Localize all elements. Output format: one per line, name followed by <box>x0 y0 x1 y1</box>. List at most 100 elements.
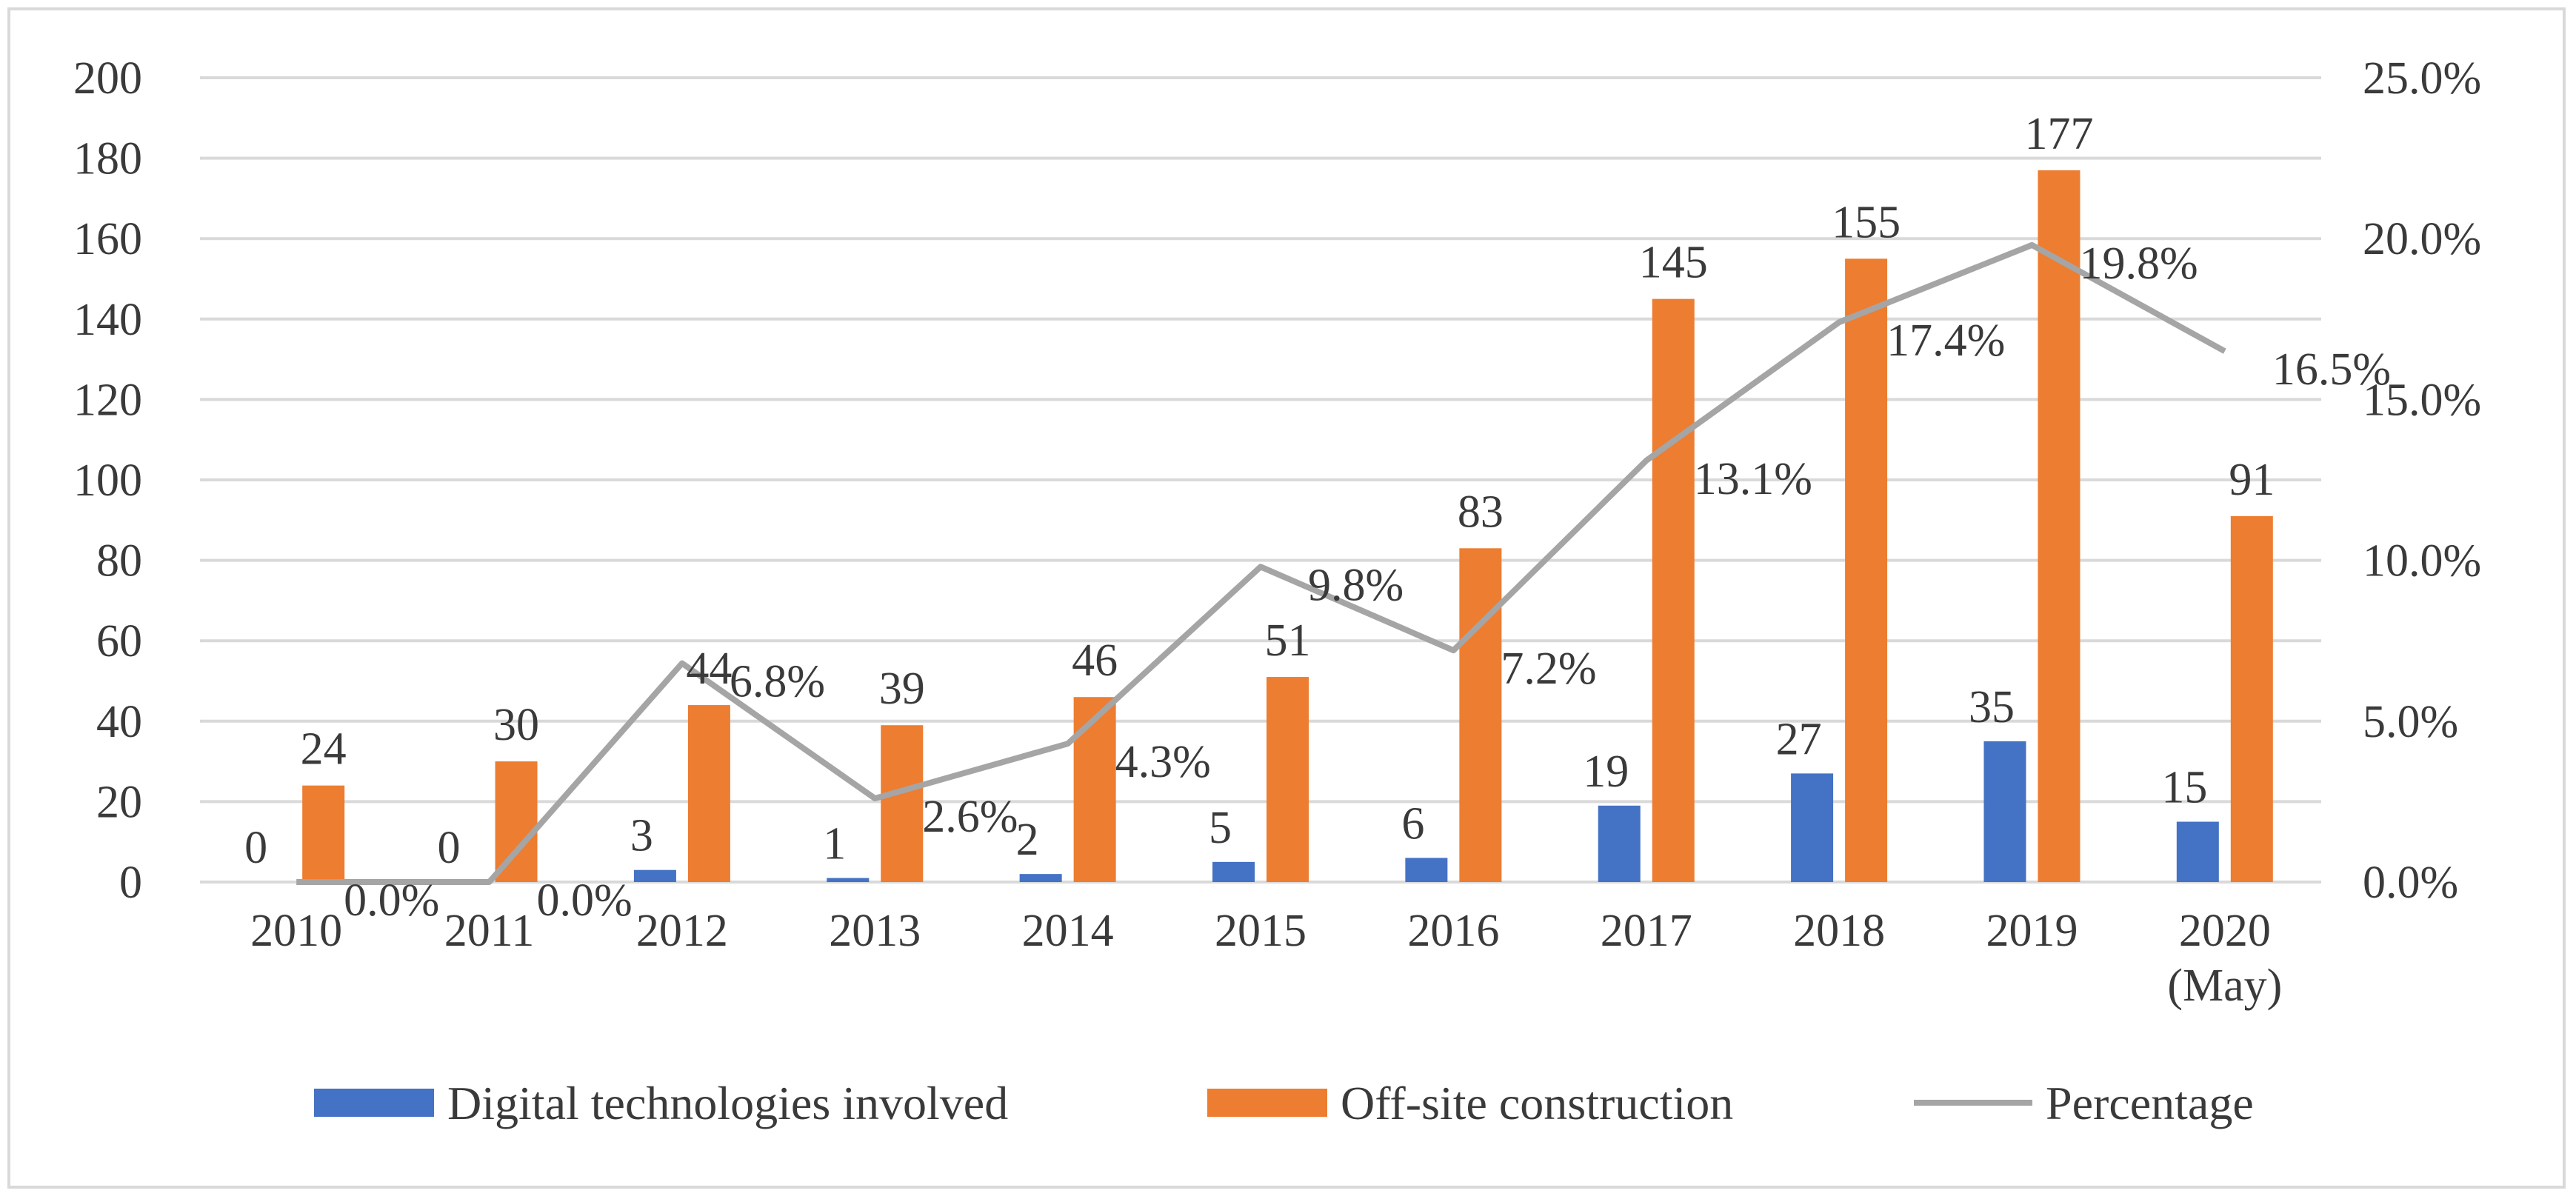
y-right-tick-label: 5.0% <box>2363 697 2458 747</box>
digital-data-label: 1 <box>823 819 846 869</box>
y-left-tick-label: 140 <box>73 295 142 345</box>
digital-data-label: 0 <box>244 823 267 873</box>
y-right-tick-label: 20.0% <box>2363 214 2481 264</box>
x-tick-label: 2011 <box>444 906 535 956</box>
percentage-line-path <box>296 241 2226 885</box>
offsite-bar <box>1073 697 1116 882</box>
offsite-data-label: 145 <box>1639 238 1708 288</box>
offsite-data-label: 39 <box>879 664 925 714</box>
digital-data-label: 3 <box>630 811 653 861</box>
x-tick-label-line: 2015 <box>1215 906 1307 956</box>
digital-bar <box>633 869 676 882</box>
x-axis: 2010 2011 2012 2013 2014 2015 2016 2017 2018 2019… <box>250 906 2282 1011</box>
legend-label: Percentage <box>2046 1077 2254 1129</box>
x-tick-label-line: 2018 <box>1793 906 1885 956</box>
legend: Digital technologies involved Off-site co… <box>314 1077 2254 1129</box>
y-left-tick-label: 120 <box>73 375 142 425</box>
percentage-data-label: 16.5% <box>2272 344 2391 395</box>
y-left-tick-label: 160 <box>73 214 142 264</box>
data-labels: 0 24 0 30 3 44 1 39 2 46 5 51 6 83 19 145 27 155 35 177 15 91… <box>244 109 2391 926</box>
offsite-bar <box>495 761 538 882</box>
x-tick-label-line: 2010 <box>250 906 342 956</box>
legend-swatch <box>1207 1089 1327 1117</box>
y-left-tick-label: 180 <box>73 134 142 184</box>
percentage-data-label: 7.2% <box>1501 644 1596 694</box>
x-tick-label-line: 2013 <box>829 906 921 956</box>
left-axis: 0 20 40 60 80 100 120 140 160 180 200 <box>73 53 142 908</box>
digital-data-label: 19 <box>1583 747 1629 797</box>
digital-bar <box>1598 805 1641 882</box>
y-right-tick-label: 25.0% <box>2363 53 2481 104</box>
y-left-tick-label: 60 <box>96 616 142 667</box>
offsite-bar <box>881 725 924 882</box>
x-tick-label: 2017 <box>1601 906 1692 956</box>
percentage-data-label: 4.3% <box>1115 737 1211 787</box>
x-tick-label: 2018 <box>1793 906 1885 956</box>
digital-data-label: 35 <box>1969 682 2015 732</box>
x-tick-label: 2013 <box>829 906 921 956</box>
x-tick-label-line: 2017 <box>1601 906 1692 956</box>
offsite-bar <box>687 705 730 882</box>
offsite-bar <box>1267 677 1309 882</box>
digital-data-label: 6 <box>1401 798 1424 849</box>
y-left-tick-label: 80 <box>96 536 142 587</box>
digital-bar <box>1791 773 1834 882</box>
y-left-tick-label: 20 <box>96 777 142 827</box>
x-tick-label: 2012 <box>636 906 728 956</box>
percentage-data-label: 0.0% <box>537 875 633 926</box>
x-tick-label: 2016 <box>1407 906 1499 956</box>
digital-bar <box>1019 874 1062 882</box>
x-tick-label-line: 2014 <box>1022 906 1114 956</box>
digital-data-label: 27 <box>1776 714 1822 764</box>
digital-data-label: 15 <box>2161 763 2207 813</box>
right-axis: 0.0% 5.0% 10.0% 15.0% 20.0% 25.0% <box>2363 53 2481 908</box>
percentage-data-label: 17.4% <box>1886 315 2005 366</box>
x-tick-label-line: 2016 <box>1407 906 1499 956</box>
x-tick-label-line: 2011 <box>444 906 535 956</box>
x-tick-label: 2015 <box>1215 906 1307 956</box>
digital-bar <box>1983 741 2026 882</box>
y-left-tick-label: 40 <box>96 697 142 747</box>
percentage-data-label: 2.6% <box>922 792 1018 842</box>
x-tick-label-line: (May) <box>2167 961 2282 1011</box>
x-tick-label: 2010 <box>250 906 342 956</box>
offsite-bar <box>1845 258 1888 883</box>
percentage-data-label: 19.8% <box>2079 238 2198 289</box>
digital-bar <box>827 878 870 882</box>
y-left-tick-label: 100 <box>73 455 142 506</box>
digital-bar <box>1405 858 1448 882</box>
offsite-data-label: 30 <box>493 700 539 750</box>
x-tick-label: 2020 (May) <box>2167 906 2282 1011</box>
y-right-tick-label: 0.0% <box>2363 858 2458 908</box>
digital-data-label: 0 <box>438 823 461 873</box>
offsite-bar <box>2038 170 2081 882</box>
offsite-bar <box>1459 548 1502 882</box>
x-tick-label-line: 2019 <box>1986 906 2078 956</box>
y-right-tick-label: 10.0% <box>2363 536 2481 587</box>
offsite-bar <box>302 785 345 882</box>
offsite-data-label: 24 <box>301 724 347 775</box>
percentage-data-label: 13.1% <box>1694 454 1812 504</box>
offsite-data-label: 91 <box>2229 455 2275 505</box>
x-tick-label-line: 2012 <box>636 906 728 956</box>
offsite-data-label: 46 <box>1072 635 1118 686</box>
offsite-bar <box>2230 515 2273 882</box>
x-tick-label-line: 2020 <box>2179 906 2271 956</box>
gridlines <box>200 76 2321 884</box>
offsite-data-label: 155 <box>1832 197 1901 247</box>
offsite-data-label: 51 <box>1265 615 1311 666</box>
offsite-data-label: 83 <box>1458 487 1504 537</box>
bars <box>302 170 2273 883</box>
percentage-data-label: 9.8% <box>1308 560 1404 610</box>
digital-bar <box>1212 861 1255 882</box>
offsite-data-label: 44 <box>686 644 732 694</box>
percentage-line <box>296 241 2226 885</box>
offsite-bar <box>1652 298 1695 882</box>
y-left-tick-label: 200 <box>73 53 142 104</box>
chart-frame: 0 20 40 60 80 100 120 140 160 180 200 0.0% 5.0% 10.0… <box>7 7 2566 1189</box>
x-tick-label: 2014 <box>1022 906 1114 956</box>
percentage-data-label: 0.0% <box>344 875 439 926</box>
legend-swatch <box>314 1089 434 1117</box>
x-tick-label: 2019 <box>1986 906 2078 956</box>
